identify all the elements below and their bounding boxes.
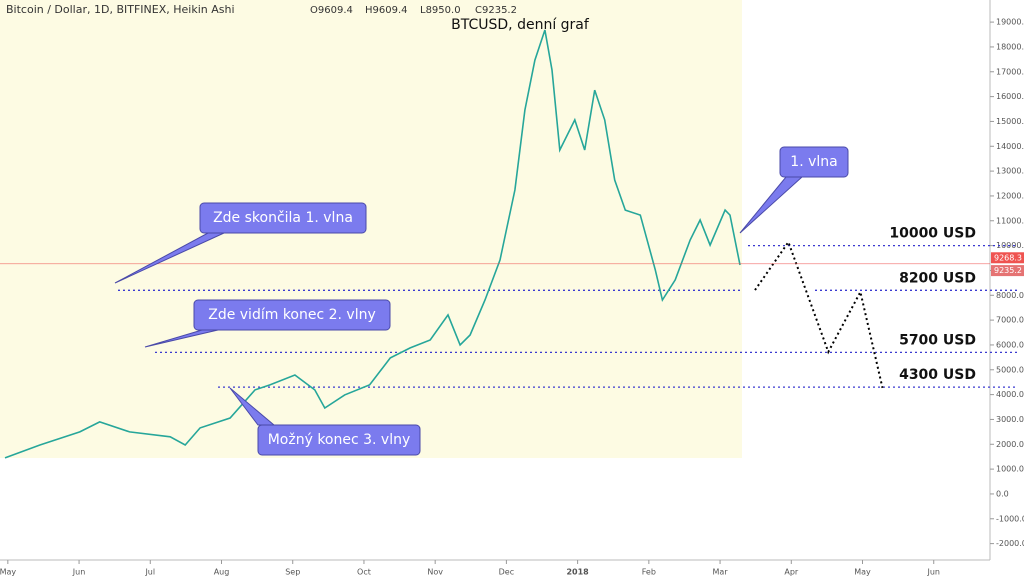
y-tick-label: 0.0 [996,489,1009,498]
price-tag [991,252,1024,264]
ohlc-value: C9235.2 [475,5,517,16]
x-tick-label: Sep [285,568,300,577]
y-tick-label: 4000.0 [996,390,1024,399]
ohlc-value: O9609.4 [310,5,353,16]
y-tick-label: 5000.0 [996,365,1024,374]
price-tag [991,265,1024,277]
y-tick-label: 16000.0 [996,92,1024,101]
y-tick-label: -2000.0 [996,539,1024,548]
price-tag-label: 9235.2 [994,266,1022,275]
ohlc-value: H9609.4 [365,5,408,16]
y-tick-label: 3000.0 [996,415,1024,424]
ohlc-value: L8950.0 [420,5,461,16]
level-label: 8200 USD [899,270,976,286]
symbol-header: Bitcoin / Dollar, 1D, BITFINEX, Heikin A… [6,3,235,16]
x-tick-label: 2018 [566,568,589,577]
y-tick-label: 19000.0 [996,18,1024,27]
x-tick-label: Nov [427,568,443,577]
y-tick-label: 2000.0 [996,440,1024,449]
y-tick-label: 6000.0 [996,340,1024,349]
x-tick-label: Dec [499,568,514,577]
x-tick-label: Jun [72,568,86,577]
price-line [754,239,884,389]
session-background [0,0,742,458]
callout-pointer [739,176,804,234]
x-tick-label: Apr [784,568,799,577]
level-label: 10000 USD [889,226,976,242]
chart-title: BTCUSD, denní graf [451,17,590,33]
y-tick-label: 8000.0 [996,291,1024,300]
callout-text: Zde skončila 1. vlna [213,210,353,226]
price-axis [990,0,1024,579]
y-tick-label: 11000.0 [996,216,1024,225]
y-tick-label: 12000.0 [996,191,1024,200]
y-tick-label: 1000.0 [996,465,1024,474]
x-tick-label: Mar [713,568,729,577]
callout-box [193,299,391,331]
x-tick-label: Jun [926,568,940,577]
y-tick-label: 14000.0 [996,142,1024,151]
callout-text: Možný konec 3. vlny [268,432,411,448]
callout-box [199,202,367,234]
price-line [4,29,741,459]
level-label: 5700 USD [899,332,976,348]
level-label: 4300 USD [899,367,976,383]
callout-text: Zde vidím konec 2. vlny [208,307,376,323]
x-tick-label: May [0,568,16,577]
y-tick-label: 7000.0 [996,316,1024,325]
x-tick-label: Oct [357,568,371,577]
y-tick-label: 15000.0 [996,117,1024,126]
x-tick-label: Feb [642,568,656,577]
x-tick-label: May [854,568,871,577]
y-tick-label: 13000.0 [996,167,1024,176]
y-tick-label: 18000.0 [996,42,1024,51]
callout-box [257,424,421,456]
callout-box [779,146,849,178]
price-tag-label: 9268.3 [994,253,1022,262]
y-tick-label: -1000.0 [996,514,1024,523]
x-tick-label: Aug [214,568,230,577]
x-tick-label: Jul [144,568,155,577]
callout-text: 1. vlna [790,154,837,170]
y-tick-label: 17000.0 [996,67,1024,76]
